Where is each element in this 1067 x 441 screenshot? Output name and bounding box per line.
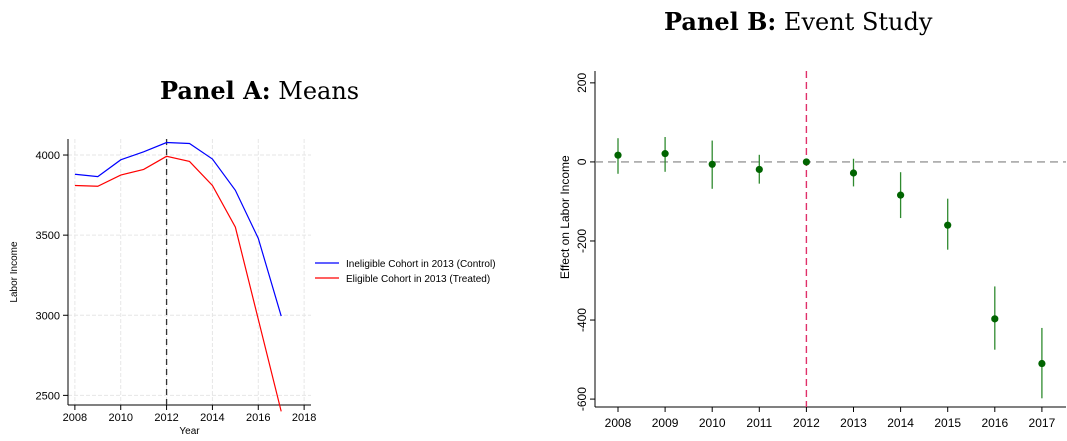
estimate-point: [755, 165, 763, 174]
x-axis-title: Year: [179, 426, 200, 437]
estimate-point: [614, 151, 622, 159]
treated-series-line: [74, 155, 282, 412]
estimate-point: [991, 315, 999, 323]
legend-label: Ineligible Cohort in 2013 (Control): [346, 259, 496, 270]
y-tick-label: -200: [575, 229, 589, 253]
x-tick-label: 2012: [154, 412, 178, 424]
x-tick-label: 2015: [934, 416, 961, 430]
x-tick-label: 2008: [605, 416, 632, 430]
panel-b-title: Panel B: Event Study: [664, 7, 932, 36]
y-tick-label: 2500: [36, 390, 60, 402]
legend-label: Eligible Cohort in 2013 (Treated): [346, 274, 490, 285]
control-series-line: [74, 141, 282, 317]
estimate-point: [897, 191, 905, 199]
estimate-point: [708, 160, 716, 168]
y-tick-label: -600: [575, 387, 589, 411]
y-tick-label: 4000: [36, 150, 60, 162]
panel-b-title-rest: Event Study: [776, 8, 933, 36]
x-tick-label: 2014: [200, 412, 224, 424]
estimate-point: [1038, 359, 1046, 368]
x-tick-label: 2014: [887, 416, 914, 430]
estimate-point: [849, 169, 858, 177]
x-tick-label: 2016: [981, 416, 1008, 430]
panel-b-title-bold: Panel B:: [664, 7, 777, 36]
x-tick-label: 2018: [292, 412, 316, 424]
x-tick-label: 2009: [652, 416, 679, 430]
x-tick-label: 2013: [840, 416, 867, 430]
y-axis-title: Effect on Labor Income: [558, 155, 572, 279]
estimate-point: [661, 150, 669, 158]
y-tick-label: 3500: [36, 230, 60, 242]
panel-a-title-bold: Panel A:: [160, 76, 271, 105]
x-tick-label: 2011: [746, 416, 772, 430]
x-tick-label: 2017: [1029, 416, 1056, 430]
x-tick-label: 2008: [63, 412, 87, 424]
y-tick-label: 3000: [36, 310, 60, 322]
estimate-point: [944, 221, 952, 229]
x-tick-label: 2012: [793, 416, 820, 430]
panel-a-title-rest: Means: [270, 77, 360, 105]
estimate-point: [802, 158, 811, 166]
y-tick-label: 0: [575, 158, 589, 165]
y-axis-title: Labor Income: [9, 241, 20, 303]
x-tick-label: 2010: [699, 416, 726, 430]
x-tick-label: 2010: [108, 412, 132, 424]
y-tick-label: 200: [575, 73, 589, 93]
y-tick-label: -400: [575, 308, 589, 332]
panel-a-title: Panel A: Means: [160, 76, 359, 105]
x-tick-label: 2016: [246, 412, 270, 424]
